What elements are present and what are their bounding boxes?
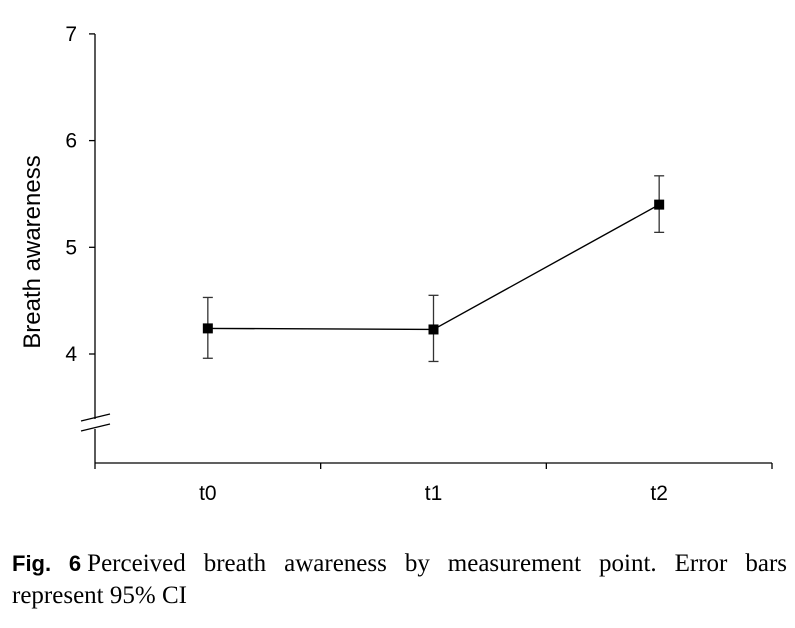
chart: 4 5 6 7 t0 t1 t2 Breath awareness bbox=[19, 23, 773, 505]
figure-caption: Fig. 6 Perceived breath awareness by meas… bbox=[12, 548, 787, 612]
axis-break-mark bbox=[80, 423, 111, 432]
x-axis: t0 t1 t2 bbox=[94, 462, 773, 505]
y-tick-label: 5 bbox=[65, 236, 77, 259]
data-point bbox=[202, 323, 213, 334]
data-point bbox=[428, 324, 439, 335]
data-point bbox=[654, 199, 665, 210]
x-tick-label: t2 bbox=[650, 482, 668, 505]
y-tick-label: 7 bbox=[65, 23, 77, 46]
y-axis-title: Breath awareness bbox=[19, 155, 46, 348]
x-tick-label: t1 bbox=[425, 482, 443, 505]
caption-text: Perceived breath awareness by measuremen… bbox=[12, 550, 787, 609]
data-series bbox=[202, 175, 665, 363]
axis-break-mark bbox=[80, 413, 111, 422]
y-axis: 4 5 6 7 bbox=[65, 23, 111, 463]
y-tick-label: 6 bbox=[65, 130, 77, 153]
x-tick-label: t0 bbox=[199, 482, 217, 505]
figure-label: Fig. 6 bbox=[12, 551, 82, 576]
y-tick-label: 4 bbox=[65, 343, 77, 366]
